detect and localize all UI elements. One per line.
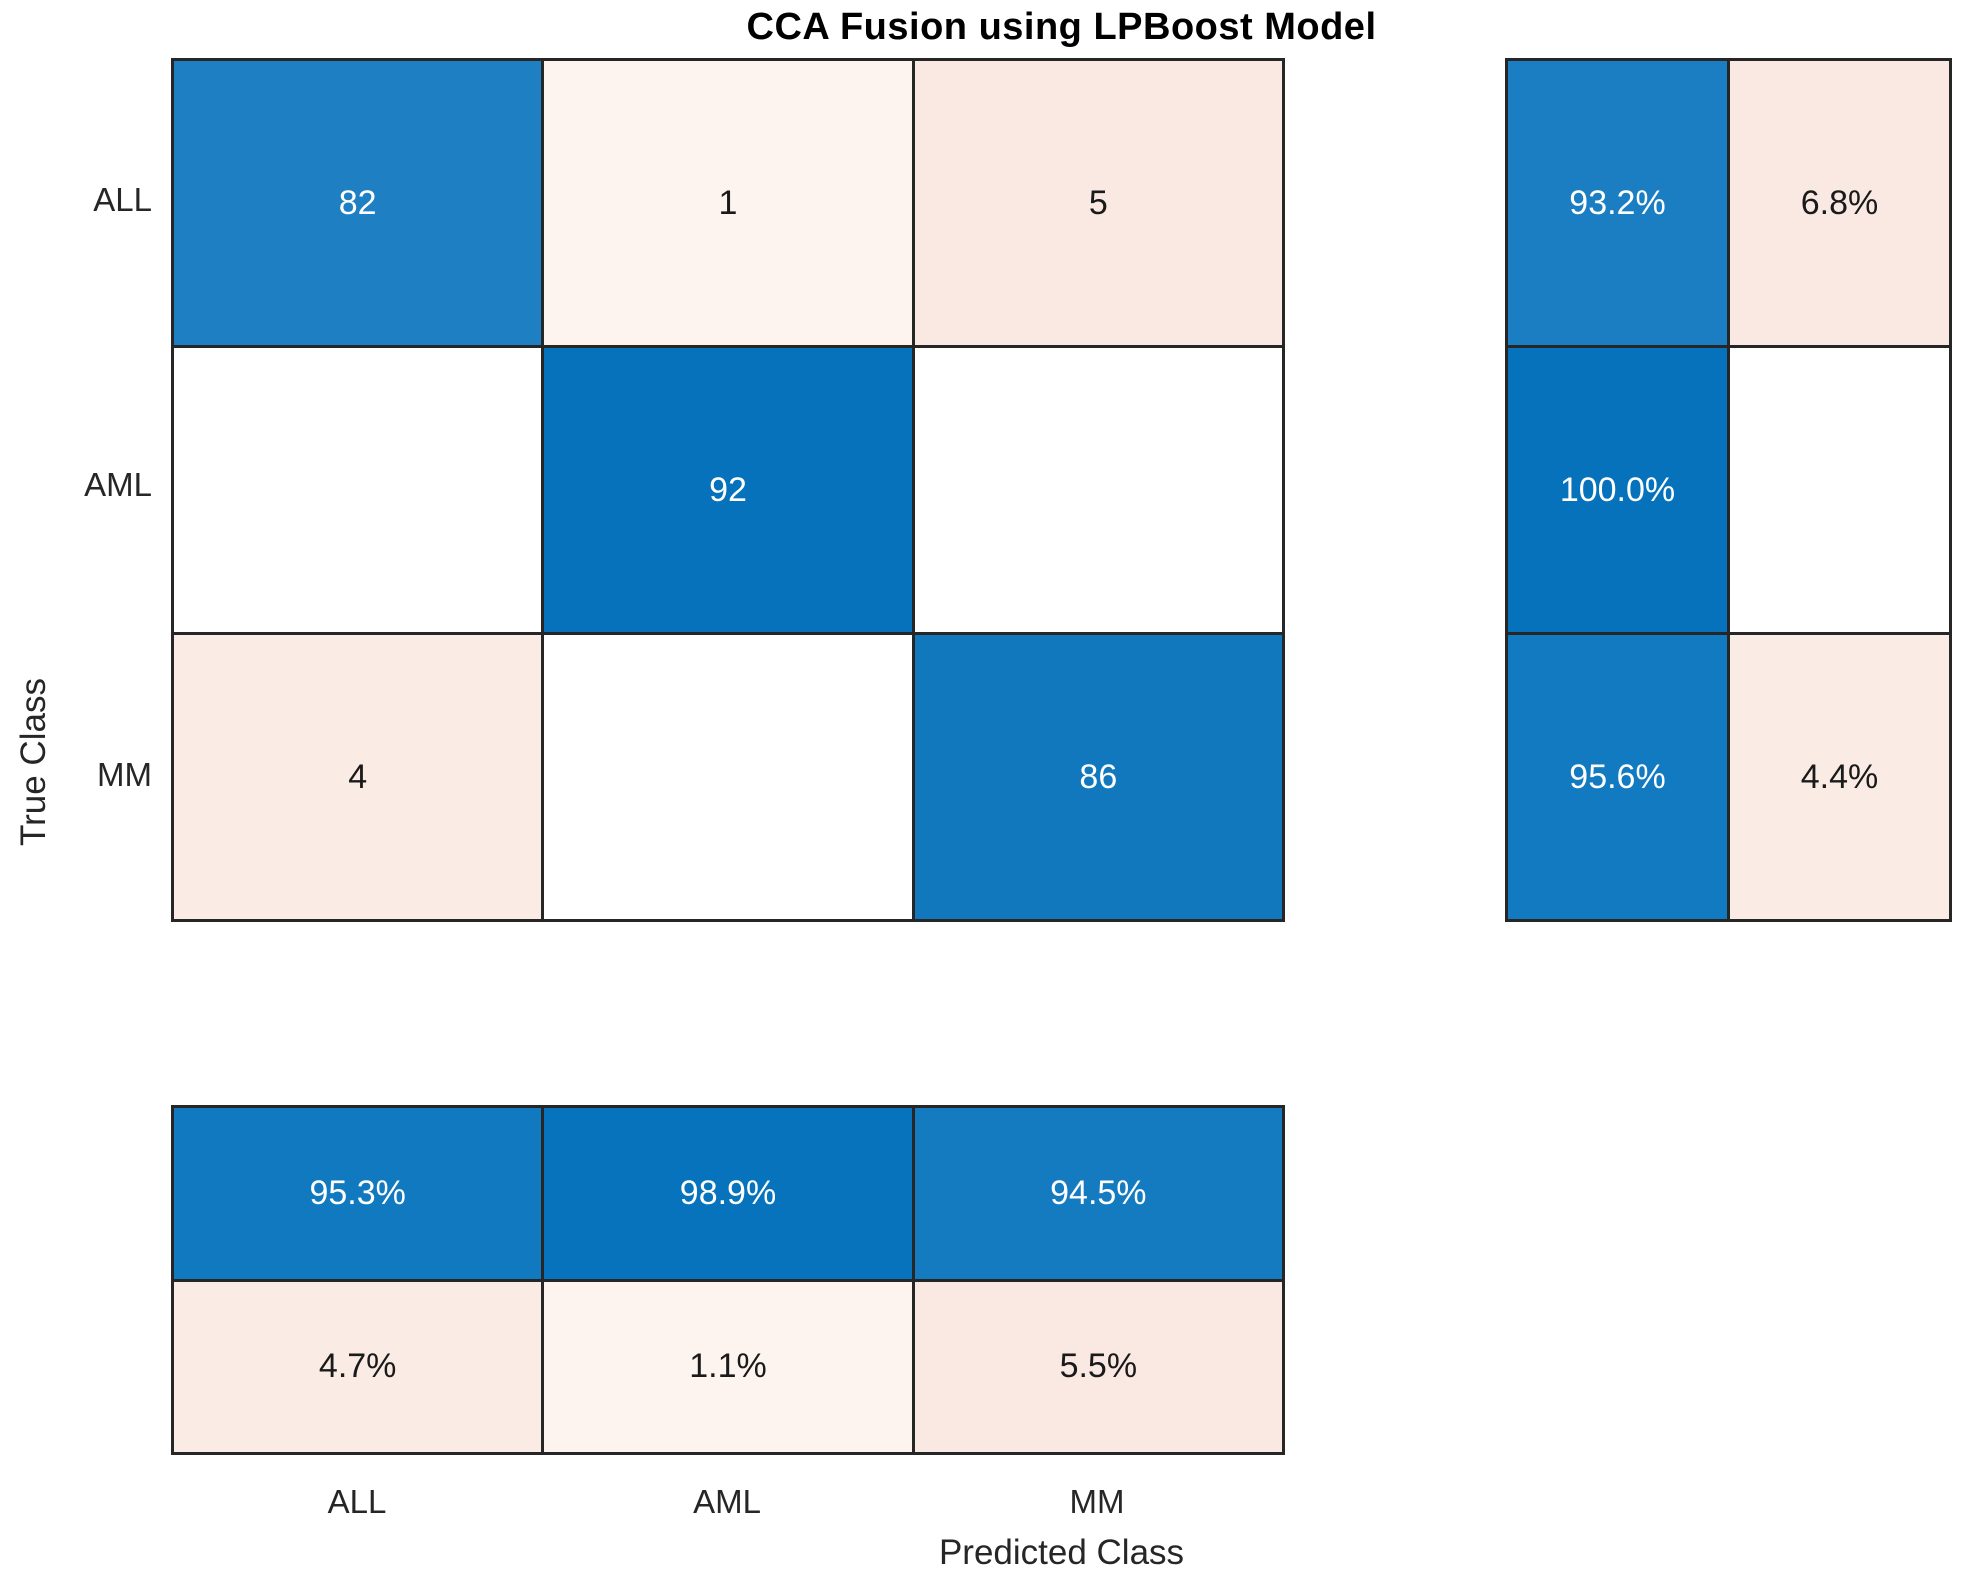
y-tick-AML: AML (84, 466, 152, 503)
matrix-cell-true-AML-pred-AML: 92 (544, 348, 912, 632)
matrix-cell-true-AML-pred-ALL (174, 348, 542, 632)
row-summary-cell-ALL-incorrect: 6.8% (1730, 61, 1949, 345)
matrix-cell-true-MM-pred-MM: 86 (914, 635, 1282, 919)
matrix-cell-true-MM-pred-ALL: 4 (174, 635, 542, 919)
column-summary-cell-MM-incorrect: 5.5% (914, 1281, 1282, 1452)
matrix-cell-true-ALL-pred-MM: 5 (914, 61, 1282, 345)
column-summary-cell-ALL-correct: 95.3% (174, 1108, 542, 1279)
row-summary-cell-AML-correct: 100.0% (1508, 348, 1727, 632)
matrix-cell-true-AML-pred-MM (914, 348, 1282, 632)
row-summary-cell-AML-incorrect (1730, 348, 1949, 632)
y-axis-label: True Class (14, 678, 53, 846)
row-summary-cell-MM-correct: 95.6% (1508, 635, 1727, 919)
row-summary-cell-ALL-correct: 93.2% (1508, 61, 1727, 345)
column-summary-cell-MM-correct: 94.5% (914, 1108, 1282, 1279)
column-summary-panel: 95.3% 98.9% 94.5% 4.7% 1.1% 5.5% (171, 1105, 1285, 1455)
matrix-cell-true-ALL-pred-AML: 1 (544, 61, 912, 345)
x-tick-MM: MM (1069, 1483, 1125, 1520)
chart-title: CCA Fusion using LPBoost Model (746, 6, 1377, 48)
x-tick-AML: AML (693, 1483, 761, 1520)
matrix-cell-true-ALL-pred-ALL: 82 (174, 61, 542, 345)
matrix-cell-true-MM-pred-AML (544, 635, 912, 919)
column-summary-cell-ALL-incorrect: 4.7% (174, 1281, 542, 1452)
row-summary-panel: 93.2% 6.8% 100.0% 95.6% 4.4% (1505, 58, 1952, 922)
confusion-matrix: 82 1 5 92 4 86 (171, 58, 1285, 922)
y-tick-MM: MM (97, 756, 152, 793)
row-summary-cell-MM-incorrect: 4.4% (1730, 635, 1949, 919)
y-tick-ALL: ALL (93, 181, 152, 218)
column-summary-cell-AML-correct: 98.9% (544, 1108, 912, 1279)
column-summary-cell-AML-incorrect: 1.1% (544, 1281, 912, 1452)
x-axis-label: Predicted Class (938, 1533, 1185, 1572)
x-tick-ALL: ALL (327, 1483, 387, 1520)
